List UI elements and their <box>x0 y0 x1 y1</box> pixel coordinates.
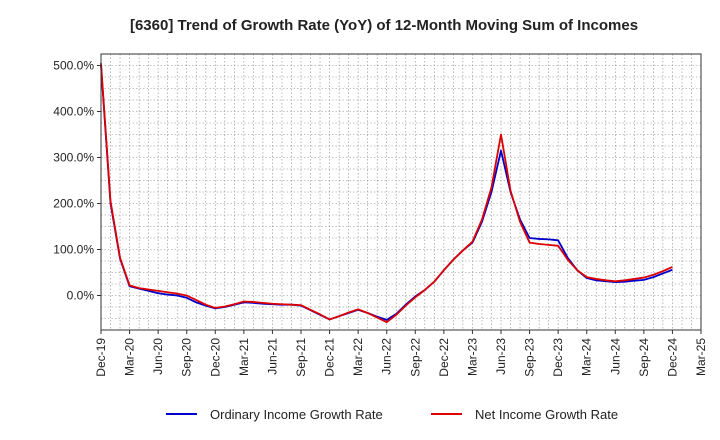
x-tick-label: Dec-21 <box>323 338 337 377</box>
y-tick-label: 100.0% <box>53 243 94 257</box>
x-tick-label: Dec-24 <box>665 338 679 377</box>
series-line-net-income <box>100 63 673 324</box>
series-lines <box>100 63 673 324</box>
x-tick-label: Jun-22 <box>380 338 394 375</box>
legend: Ordinary Income Growth Rate Net Income G… <box>166 407 618 422</box>
x-tick-label: Jun-21 <box>265 338 279 375</box>
x-tick-label: Jun-23 <box>494 338 508 375</box>
y-tick-label: 0.0% <box>67 289 95 303</box>
chart-title: [6360] Trend of Growth Rate (YoY) of 12-… <box>130 17 638 34</box>
x-tick-label: Mar-21 <box>237 338 251 376</box>
x-tick-label: Sep-20 <box>180 338 194 377</box>
y-tick-label: 500.0% <box>53 59 94 73</box>
x-tick-label: Dec-20 <box>208 338 222 377</box>
x-tick-label: Jun-20 <box>151 338 165 375</box>
x-tick-label: Sep-24 <box>637 338 651 377</box>
plot-frame <box>100 53 702 331</box>
x-tick-label: Mar-24 <box>580 338 594 376</box>
x-tick-label: Sep-21 <box>294 338 308 377</box>
y-tick-label: 300.0% <box>53 151 94 165</box>
y-tick-label: 400.0% <box>53 105 94 119</box>
legend-label-net: Net Income Growth Rate <box>475 407 618 422</box>
x-tick-label: Jun-24 <box>608 338 622 375</box>
x-tick-label: Dec-22 <box>437 338 451 377</box>
x-tick-label: Dec-19 <box>94 338 108 377</box>
x-tick-label: Sep-23 <box>523 338 537 377</box>
grid <box>101 54 701 330</box>
x-tick-label: Mar-22 <box>351 338 365 376</box>
x-tick-label: Mar-25 <box>694 338 708 376</box>
y-tick-label: 200.0% <box>53 197 94 211</box>
x-tick-label: Sep-22 <box>408 338 422 377</box>
x-tick-label: Dec-23 <box>551 338 565 377</box>
x-axis: Dec-19 Mar-20 Jun-20 Sep-20 Dec-20 Mar-21 Jun-… <box>94 330 708 377</box>
x-tick-label: Mar-23 <box>465 338 479 376</box>
legend-label-ordinary: Ordinary Income Growth Rate <box>210 407 383 422</box>
x-tick-label: Mar-20 <box>123 338 137 376</box>
y-axis: 0.0% 100.0% 200.0% 300.0% 400.0% 500.0% <box>53 59 101 303</box>
